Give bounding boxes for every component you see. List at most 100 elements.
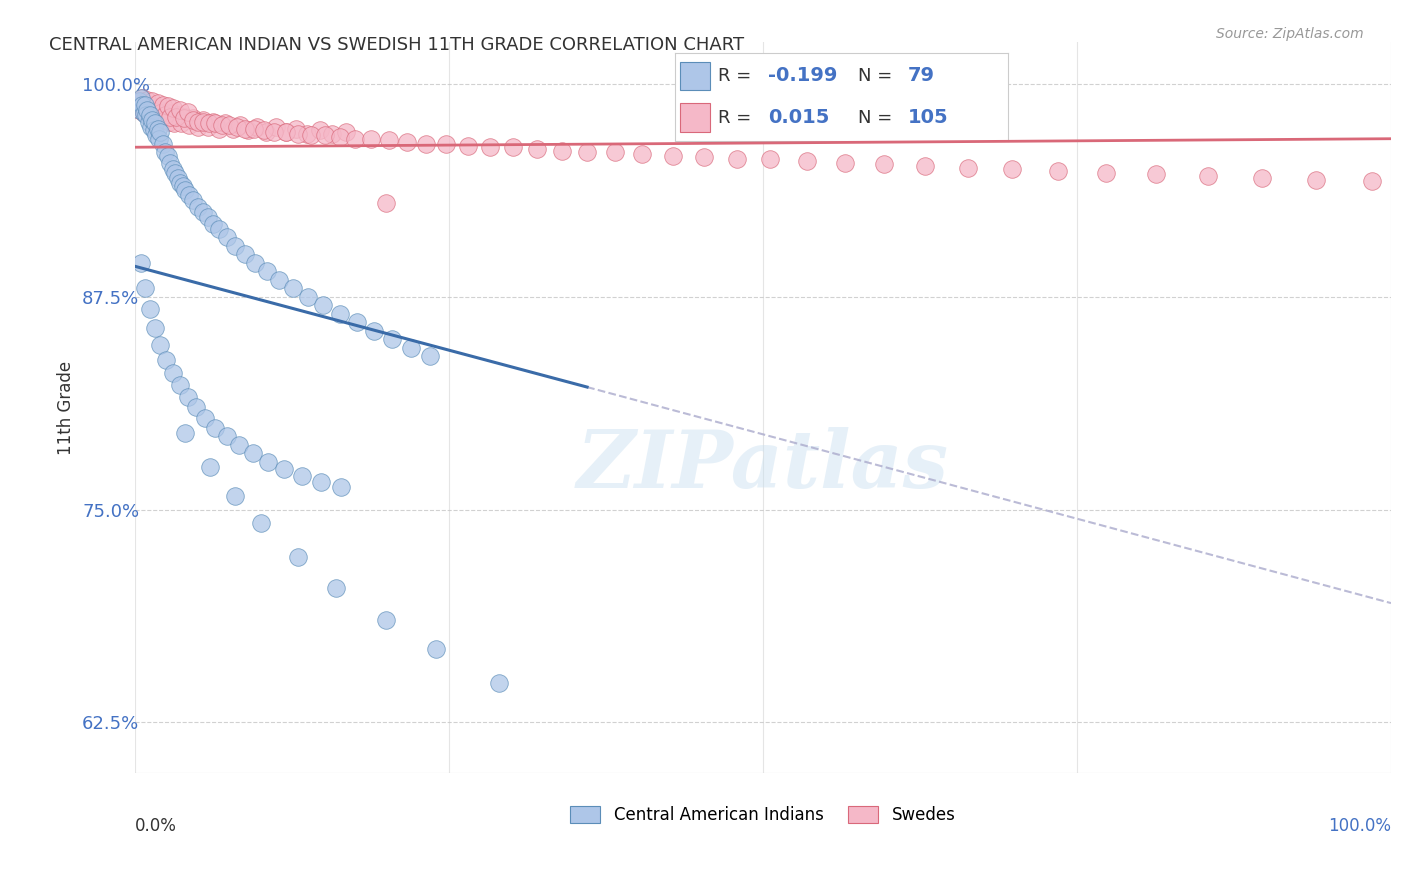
Point	[235, 121, 257, 136]
Point	[214, 116, 236, 130]
Point	[159, 155, 181, 169]
Point	[142, 123, 165, 137]
Point	[176, 104, 198, 119]
Point	[138, 108, 160, 122]
Point	[152, 113, 174, 128]
Point	[148, 112, 170, 126]
Point	[139, 301, 162, 316]
Point	[346, 315, 368, 329]
Point	[254, 125, 277, 139]
Point	[283, 281, 305, 295]
Point	[153, 108, 176, 122]
Point	[143, 104, 166, 119]
Point	[204, 116, 226, 130]
Point	[502, 140, 524, 154]
Point	[191, 205, 214, 219]
Point	[148, 132, 170, 146]
Point	[1305, 172, 1327, 186]
Point	[274, 125, 297, 139]
Point	[135, 108, 157, 122]
Point	[297, 290, 319, 304]
Point	[155, 104, 177, 119]
Point	[155, 352, 177, 367]
Point	[1144, 168, 1167, 182]
Point	[165, 110, 187, 124]
Point	[457, 138, 479, 153]
Point	[138, 114, 160, 128]
Point	[263, 125, 285, 139]
Point	[146, 121, 169, 136]
Point	[142, 110, 165, 124]
Point	[246, 120, 269, 134]
Legend: Central American Indians, Swedes: Central American Indians, Swedes	[564, 799, 962, 830]
Point	[343, 132, 366, 146]
Point	[157, 114, 180, 128]
Point	[135, 97, 157, 112]
Point	[173, 112, 195, 126]
Point	[159, 110, 181, 124]
Point	[314, 128, 336, 143]
Point	[134, 101, 156, 115]
Point	[274, 125, 297, 139]
Point	[204, 421, 226, 435]
Point	[215, 230, 238, 244]
Point	[169, 176, 191, 190]
Point	[309, 475, 332, 490]
Text: 100.0%: 100.0%	[1329, 817, 1391, 835]
Point	[224, 239, 246, 253]
Point	[129, 97, 152, 112]
Point	[253, 123, 276, 137]
Point	[291, 468, 314, 483]
Point	[321, 127, 343, 141]
Point	[156, 149, 179, 163]
Point	[141, 99, 163, 113]
Text: 0.0%: 0.0%	[135, 817, 177, 835]
Point	[1361, 174, 1384, 188]
Point	[128, 95, 150, 109]
Point	[295, 127, 318, 141]
Point	[759, 152, 782, 166]
Point	[165, 166, 187, 180]
Point	[134, 281, 156, 295]
Point	[141, 113, 163, 128]
Point	[249, 516, 271, 530]
Text: ZIPatlas: ZIPatlas	[576, 427, 949, 505]
Point	[375, 196, 398, 211]
Point	[1001, 162, 1024, 177]
Point	[215, 429, 238, 443]
Point	[479, 140, 502, 154]
Point	[225, 120, 247, 134]
Point	[325, 581, 347, 595]
Point	[143, 116, 166, 130]
Point	[257, 455, 280, 469]
Point	[194, 410, 217, 425]
Point	[1047, 164, 1070, 178]
Point	[162, 162, 184, 177]
Point	[132, 106, 155, 120]
Point	[269, 273, 291, 287]
Point	[375, 613, 398, 627]
Point	[335, 125, 357, 139]
Point	[381, 333, 404, 347]
Point	[242, 446, 264, 460]
Point	[796, 153, 818, 168]
Point	[132, 106, 155, 120]
Point	[191, 114, 214, 128]
Point	[191, 113, 214, 128]
Point	[187, 120, 209, 134]
Point	[177, 187, 200, 202]
Point	[1197, 169, 1219, 183]
Point	[208, 222, 231, 236]
Point	[273, 461, 295, 475]
Point	[156, 99, 179, 113]
Point	[725, 152, 748, 166]
Point	[141, 120, 163, 134]
Text: Source: ZipAtlas.com: Source: ZipAtlas.com	[1216, 27, 1364, 41]
Point	[139, 103, 162, 117]
Point	[1095, 166, 1118, 180]
Point	[166, 108, 188, 122]
Point	[134, 97, 156, 112]
Text: CENTRAL AMERICAN INDIAN VS SWEDISH 11TH GRADE CORRELATION CHART: CENTRAL AMERICAN INDIAN VS SWEDISH 11TH …	[49, 36, 744, 54]
Y-axis label: 11th Grade: 11th Grade	[58, 360, 75, 455]
Point	[329, 130, 352, 145]
